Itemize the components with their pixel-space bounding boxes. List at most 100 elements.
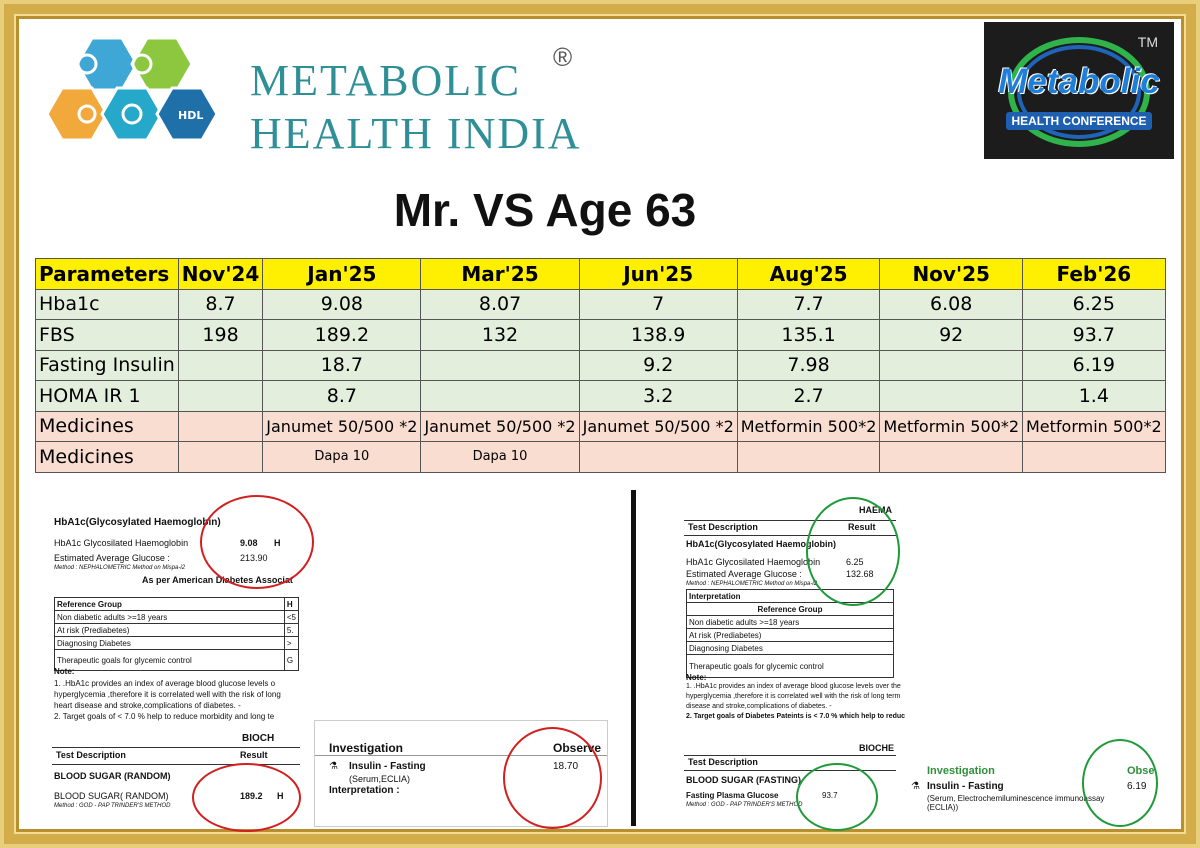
brand-line1: METABOLIC	[250, 56, 522, 105]
ref-cell: Diagnosing Diabetes	[54, 636, 285, 650]
eag-label: Estimated Average Glucose :	[686, 569, 802, 579]
header-cell: Feb'26	[1022, 258, 1166, 290]
table-cell: Hba1c	[35, 288, 179, 320]
ref-cell: Therapeutic goals for glycemic control	[54, 649, 285, 671]
note-title: Note:	[54, 667, 75, 676]
page-title: Mr. VS Age 63	[393, 184, 697, 236]
report-heading: HbA1c(Glycosylated Haemoglobin)	[686, 539, 837, 549]
bioch-heading: BIOCHE	[859, 743, 895, 753]
table-header-row: Parameters Nov'24 Jan'25 Mar'25 Jun'25 A…	[35, 258, 1166, 290]
blood-sugar-heading: BLOOD SUGAR (RANDOM)	[54, 771, 171, 781]
insulin-sample: (Serum, Electrochemiluminescence immunoa…	[927, 794, 1105, 812]
insulin-test: Insulin - Fasting	[349, 761, 426, 772]
table-cell: Dapa 10	[262, 441, 422, 473]
hba1c-label: HbA1c Glycosilated Haemoglobin	[686, 557, 821, 567]
table-row: FBS 198 189.2 132 138.9 135.1 92 93.7	[35, 319, 1166, 351]
table-cell: 9.2	[578, 349, 738, 381]
table-cell: 1.4	[1022, 380, 1166, 412]
blood-sugar-method: Method : GOD - PAP TRINDER'S METHOD	[54, 803, 171, 809]
table-cell	[879, 380, 1023, 412]
report-hba1c-jan: HbA1c(Glycosylated Haemoglobin) HbA1c Gl…	[52, 495, 314, 832]
note-line: 2. Target goals of < 7.0 % help to reduc…	[54, 712, 275, 721]
table-cell: Janumet 50/500 *2	[578, 410, 738, 442]
table-cell: 7	[578, 288, 738, 320]
conference-name: Metabolic	[998, 62, 1160, 101]
vertical-divider	[631, 490, 636, 826]
header-cell: Parameters	[35, 258, 179, 290]
table-cell: 93.7	[1022, 319, 1166, 351]
note-line: hyperglycemia ,therefore it is correlate…	[686, 693, 901, 700]
ref-cell: At risk (Prediabetes)	[54, 623, 285, 637]
red-circle-hba1c	[200, 495, 314, 589]
table-cell	[420, 380, 580, 412]
flask-icon: ⚗	[329, 761, 338, 772]
table-cell: 138.9	[578, 319, 738, 351]
svg-text:HDL: HDL	[178, 109, 203, 122]
table-cell: 7.98	[736, 349, 881, 381]
table-cell: 9.08	[262, 288, 422, 320]
ref-val: >	[283, 636, 300, 650]
table-cell: 92	[879, 319, 1023, 351]
green-circle-insulin	[1082, 739, 1158, 827]
table-cell	[1022, 441, 1166, 473]
test-desc-label: Test Description	[56, 750, 126, 760]
table-cell: 189.2	[262, 319, 422, 351]
note-line: disease and stroke,complications of diab…	[686, 703, 832, 710]
eag-label: Estimated Average Glucose :	[54, 553, 170, 563]
reference-table: Reference Group H Non diabetic adults >=1…	[54, 597, 300, 671]
divider-line	[315, 755, 607, 756]
green-circle-hba1c	[806, 497, 900, 606]
red-circle-insulin	[503, 727, 602, 829]
table-cell	[177, 441, 264, 473]
table-cell: 6.19	[1022, 349, 1166, 381]
note-line: hyperglycemia ,therefore it is correlate…	[54, 690, 281, 699]
bioch-heading: BIOCH	[242, 733, 275, 744]
table-cell: Dapa 10	[420, 441, 580, 473]
ref-val: 5.	[283, 623, 300, 637]
table-cell	[177, 380, 264, 412]
header-cell: Mar'25	[420, 258, 580, 290]
interpretation-label: Interpretation :	[329, 785, 400, 796]
blood-sugar-label: Fasting Plasma Glucose	[686, 791, 779, 800]
blood-sugar-method: Method : GOD - PAP TRINDER'S METHOD	[686, 802, 803, 808]
green-circle-sugar	[796, 763, 878, 831]
header-cell: Nov'25	[879, 258, 1023, 290]
hba1c-label: HbA1c Glycosilated Haemoglobin	[54, 538, 189, 548]
insulin-sample: (Serum,ECLIA)	[349, 774, 411, 784]
table-cell	[879, 349, 1023, 381]
table-cell: 6.08	[879, 288, 1023, 320]
brand-line2: HEALTH INDIA	[250, 109, 582, 158]
blood-sugar-label: BLOOD SUGAR( RANDOM)	[54, 791, 169, 801]
header-cell: Jan'25	[262, 258, 422, 290]
table-cell: Medicines	[35, 410, 179, 442]
red-circle-sugar	[192, 763, 301, 832]
ref-cell: At risk (Prediabetes)	[686, 628, 894, 642]
note-line: 2. Target goals of Diabetes Pateints is …	[686, 713, 906, 720]
table-cell: 8.7	[262, 380, 422, 412]
table-cell	[177, 349, 264, 381]
test-desc-label: Test Description	[688, 522, 758, 532]
ref-val: G	[283, 649, 300, 671]
table-cell: FBS	[35, 319, 179, 351]
table-cell: Metformin 500*2	[879, 410, 1023, 442]
ring-icon	[1008, 37, 1150, 147]
note-title: Note:	[686, 673, 707, 682]
test-desc-bar: Test Description	[684, 755, 896, 771]
test-desc-label: Test Description	[688, 757, 758, 767]
test-desc-bar: Test Description Result	[52, 747, 300, 765]
note-line: 1. .HbA1c provides an index of average b…	[686, 683, 901, 690]
table-cell	[420, 349, 580, 381]
table-cell: Medicines	[35, 441, 179, 473]
tm-mark: TM	[1137, 34, 1158, 50]
header-cell: Jun'25	[578, 258, 738, 290]
table-cell: 8.07	[420, 288, 580, 320]
table-cell	[879, 441, 1023, 473]
ref-val: <5	[283, 610, 300, 624]
reference-table: Interpretation Reference Group Non diabe…	[686, 589, 894, 678]
flask-icon: ⚗	[911, 781, 920, 792]
ada-text: As per American Diabetes Associat	[142, 575, 293, 585]
table-cell: Metformin 500*2	[736, 410, 881, 442]
blood-sugar-heading: BLOOD SUGAR (FASTING)	[686, 775, 801, 785]
note-line: heart disease and stroke,complications o…	[54, 701, 241, 710]
